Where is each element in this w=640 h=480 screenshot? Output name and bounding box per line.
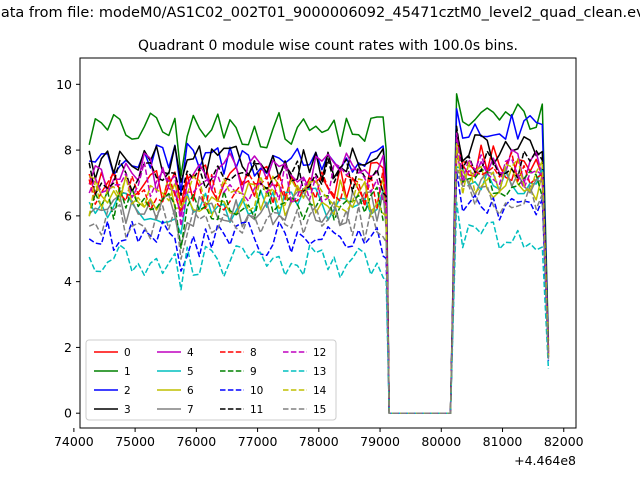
y-tick-label: 6	[64, 208, 72, 223]
x-tick-label: 79000	[360, 434, 400, 449]
legend-label: 6	[187, 385, 194, 397]
series-line-13	[88, 201, 550, 414]
x-tick-label: 78000	[299, 434, 339, 449]
x-tick-label: 75000	[115, 434, 155, 449]
x-tick-label: 74000	[54, 434, 94, 449]
series-line-0	[88, 137, 550, 414]
series-line-1	[88, 93, 550, 414]
x-tick-label: 82000	[544, 434, 584, 449]
legend-label: 13	[313, 366, 326, 378]
figure-suptitle: Data from file: modeM0/AS1C02_002T01_900…	[0, 5, 640, 21]
series-line-8	[88, 151, 550, 414]
legend-label: 4	[187, 347, 194, 359]
y-tick-label: 0	[64, 406, 72, 421]
y-tick-label: 4	[64, 274, 72, 289]
y-tick-label: 10	[56, 77, 72, 92]
y-tick-label: 2	[64, 340, 72, 355]
series-line-15	[88, 168, 550, 414]
legend-label: 5	[187, 366, 194, 378]
y-axis-ticks: 0 2 4 6 8 10	[56, 77, 80, 421]
series-line-3	[88, 129, 550, 414]
legend-box	[85, 339, 337, 421]
axes-frame	[79, 57, 577, 429]
legend-label: 12	[313, 347, 326, 359]
x-tick-label: 77000	[238, 434, 278, 449]
x-axis-ticks: 74000 75000 76000 77000 78000 79000 80000 81000…	[54, 428, 584, 449]
series-line-10	[88, 169, 550, 414]
legend-label: 2	[124, 385, 131, 397]
legend-label: 10	[250, 385, 263, 397]
x-tick-label: 81000	[483, 434, 523, 449]
legend-label: 11	[250, 404, 263, 416]
series-line-14	[88, 143, 550, 414]
y-tick-label: 8	[64, 143, 72, 158]
legend-label: 8	[250, 347, 257, 359]
chart-title: Quadrant 0 module wise count rates with …	[138, 38, 518, 54]
series-line-11	[88, 125, 550, 414]
series-lines	[88, 93, 550, 414]
legend-label: 7	[187, 404, 194, 416]
legend-label: 0	[124, 347, 131, 359]
x-tick-label: 76000	[176, 434, 216, 449]
series-line-12	[88, 132, 550, 414]
legend-label: 3	[124, 404, 131, 416]
plot-area: 74000 75000 76000 77000 78000 79000 80000 81000…	[54, 57, 584, 468]
x-axis-offset-label: +4.464e8	[514, 453, 576, 468]
legend-label: 9	[250, 366, 257, 378]
legend-label: 14	[313, 385, 327, 397]
series-line-2	[89, 108, 550, 414]
legend-label: 15	[313, 404, 326, 416]
series-line-9	[88, 141, 550, 414]
x-tick-label: 80000	[421, 434, 461, 449]
legend-label: 1	[124, 366, 131, 378]
